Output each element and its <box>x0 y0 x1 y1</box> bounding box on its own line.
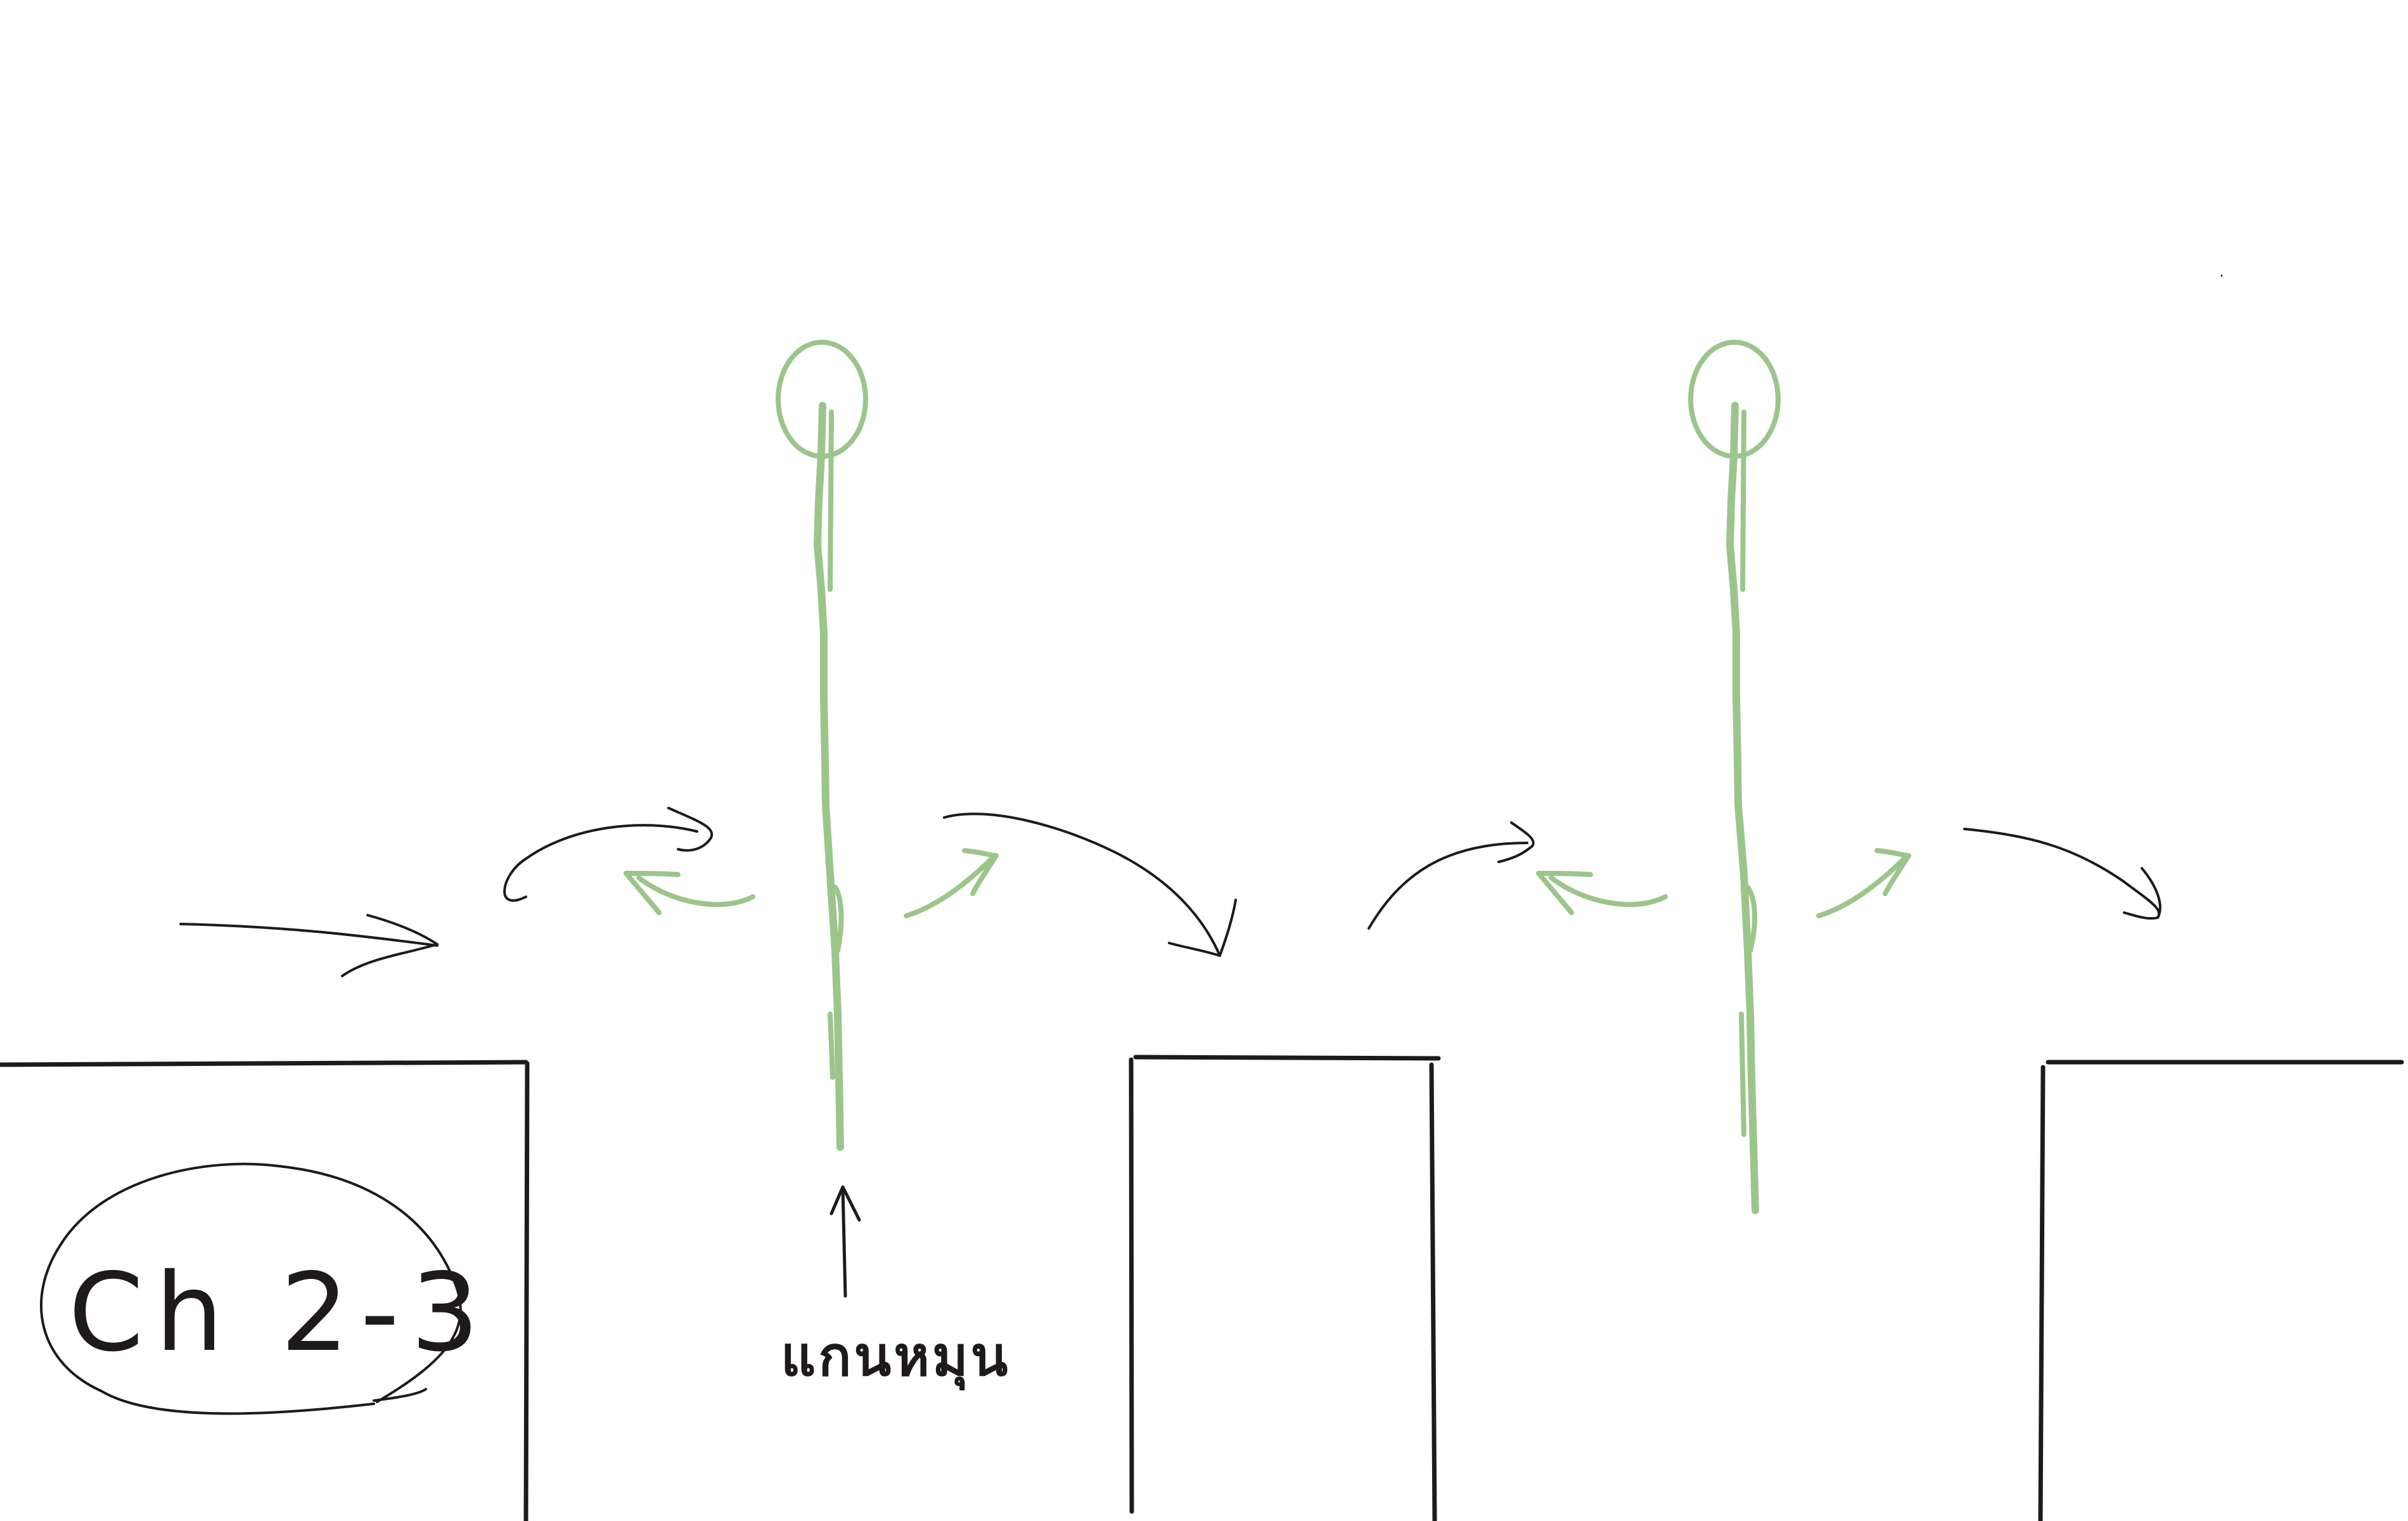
speck-mark <box>2220 274 2223 277</box>
jump-arrow-4 <box>1367 821 1535 930</box>
middle-platform <box>1129 1055 1441 1521</box>
jump-arrow-5 <box>1963 828 2161 920</box>
pivot-pointer-label: แกนหมุน <box>781 1325 1010 1390</box>
left-platform <box>0 1060 530 1521</box>
chapter-label-badge: Ch 2-3 <box>40 1162 490 1415</box>
chapter-label-text: Ch 2-3 <box>68 1250 490 1376</box>
jump-arrow-2 <box>503 807 714 902</box>
left-swing-pole <box>776 340 868 1151</box>
pivot-pointer: แกนหมุน <box>781 1185 1010 1390</box>
right-swing-pole <box>1688 340 1781 1214</box>
jump-arrow-1 <box>179 914 439 977</box>
right-pole-swing-arrows <box>1536 848 1911 918</box>
jump-arrow-3 <box>943 812 1237 957</box>
left-pole-swing-arrows <box>624 848 999 918</box>
right-platform <box>2038 1060 2404 1521</box>
